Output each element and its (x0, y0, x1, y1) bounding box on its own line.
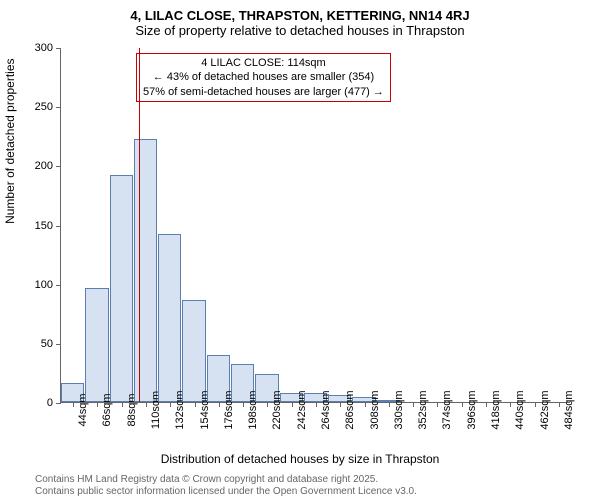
xtick-label: 462sqm (539, 390, 551, 429)
ytick-line (56, 166, 61, 167)
ytick-line (56, 285, 61, 286)
ytick-label: 250 (35, 101, 53, 113)
xtick-line (535, 402, 536, 407)
ytick-line (56, 48, 61, 49)
chart-title-main: 4, LILAC CLOSE, THRAPSTON, KETTERING, NN… (0, 0, 600, 23)
ytick-line (56, 403, 61, 404)
xtick-line (195, 402, 196, 407)
xtick-label: 418sqm (490, 390, 502, 429)
xtick-line (146, 402, 147, 407)
annotation-line: ← 43% of detached houses are smaller (35… (143, 70, 384, 84)
xtick-line (510, 402, 511, 407)
histogram-bar (158, 234, 181, 402)
chart-title-sub: Size of property relative to detached ho… (0, 23, 600, 42)
histogram-bar (134, 139, 157, 402)
xtick-line (73, 402, 74, 407)
xtick-label: 396sqm (466, 390, 478, 429)
xtick-line (437, 402, 438, 407)
xtick-label: 374sqm (441, 390, 453, 429)
y-axis-label: Number of detached properties (3, 58, 17, 223)
xtick-line (559, 402, 560, 407)
ytick-line (56, 226, 61, 227)
plot-area: 05010015020025030044sqm66sqm88sqm110sqm1… (60, 48, 570, 403)
xtick-line (219, 402, 220, 407)
xtick-line (292, 402, 293, 407)
xtick-line (267, 402, 268, 407)
annotation-line: 57% of semi-detached houses are larger (… (143, 85, 384, 99)
chart-container: 4, LILAC CLOSE, THRAPSTON, KETTERING, NN… (0, 0, 600, 500)
footer-line-2: Contains public sector information licen… (35, 486, 417, 498)
xtick-line (413, 402, 414, 407)
xtick-label: 352sqm (417, 390, 429, 429)
footer-line-1: Contains HM Land Registry data © Crown c… (35, 474, 417, 486)
xtick-label: 484sqm (563, 390, 575, 429)
xtick-label: 308sqm (369, 390, 381, 429)
histogram-bar (85, 288, 108, 402)
xtick-line (97, 402, 98, 407)
xtick-line (365, 402, 366, 407)
xtick-line (243, 402, 244, 407)
xtick-line (122, 402, 123, 407)
ytick-label: 100 (35, 279, 53, 291)
xtick-line (170, 402, 171, 407)
footer: Contains HM Land Registry data © Crown c… (35, 474, 417, 498)
xtick-line (486, 402, 487, 407)
xtick-label: 440sqm (514, 390, 526, 429)
ytick-label: 50 (41, 338, 53, 350)
xtick-line (389, 402, 390, 407)
histogram-bar (110, 175, 133, 402)
ytick-label: 200 (35, 160, 53, 172)
ytick-label: 300 (35, 42, 53, 54)
xtick-line (316, 402, 317, 407)
xtick-line (462, 402, 463, 407)
ytick-label: 150 (35, 220, 53, 232)
xtick-label: 330sqm (393, 390, 405, 429)
xtick-line (340, 402, 341, 407)
ytick-line (56, 107, 61, 108)
ytick-label: 0 (47, 397, 53, 409)
annotation-box: 4 LILAC CLOSE: 114sqm← 43% of detached h… (136, 53, 391, 102)
ytick-line (56, 344, 61, 345)
x-axis-label: Distribution of detached houses by size … (0, 452, 600, 466)
annotation-line: 4 LILAC CLOSE: 114sqm (143, 56, 384, 70)
histogram-bar (182, 300, 205, 402)
